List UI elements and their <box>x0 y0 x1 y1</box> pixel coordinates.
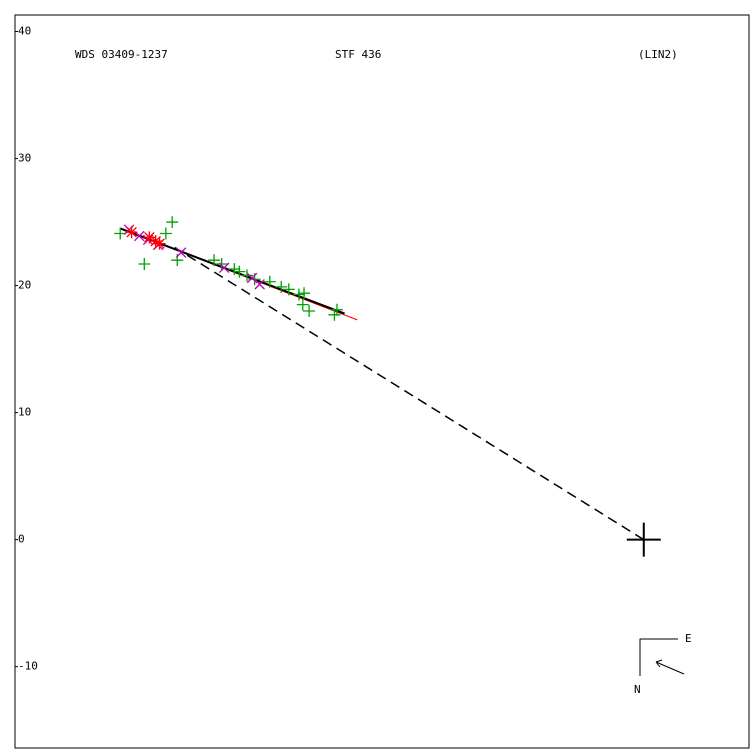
point-plus <box>138 257 151 270</box>
point-star <box>143 231 156 244</box>
chart-title: WDS 03409-1237 <box>75 48 168 61</box>
y-tick-label: -10 <box>18 660 38 673</box>
y-tick-label: 40 <box>18 25 31 38</box>
point-plus <box>282 283 295 296</box>
point-star <box>149 235 162 248</box>
compass <box>639 638 678 676</box>
point-plus <box>330 303 343 316</box>
primary-star <box>626 522 661 557</box>
motion-arrow <box>655 659 685 675</box>
compass-east: E <box>685 632 692 645</box>
y-tick-label: 20 <box>18 279 31 292</box>
annotation: (LIN2) <box>638 48 678 61</box>
point-plus <box>215 257 228 270</box>
y-tick-label: 30 <box>18 152 31 165</box>
point-plus <box>208 254 221 267</box>
point-x <box>175 247 187 258</box>
point-plus <box>328 308 341 321</box>
compass-north: N <box>634 683 641 696</box>
point-plus <box>240 269 253 282</box>
chart-subtitle: STF 436 <box>335 48 381 61</box>
point-plus <box>228 263 241 276</box>
point-plus <box>263 275 276 288</box>
point-plus <box>233 265 246 278</box>
point-plus <box>303 304 316 317</box>
point-star <box>153 237 166 250</box>
plot-frame <box>14 14 750 749</box>
point-plus <box>275 280 288 293</box>
point-plus <box>114 227 127 240</box>
y-tick-label: 0 <box>18 533 25 546</box>
point-star <box>125 226 138 239</box>
point-plus <box>292 288 305 301</box>
fit-line <box>174 246 645 541</box>
point-plus <box>159 227 172 240</box>
point-x <box>254 279 265 290</box>
point-plus <box>298 287 311 300</box>
point-x <box>218 262 230 274</box>
y-tick-label: 10 <box>18 406 31 419</box>
point-plus <box>166 216 179 229</box>
point-x <box>246 272 258 284</box>
point-plus <box>296 298 309 311</box>
